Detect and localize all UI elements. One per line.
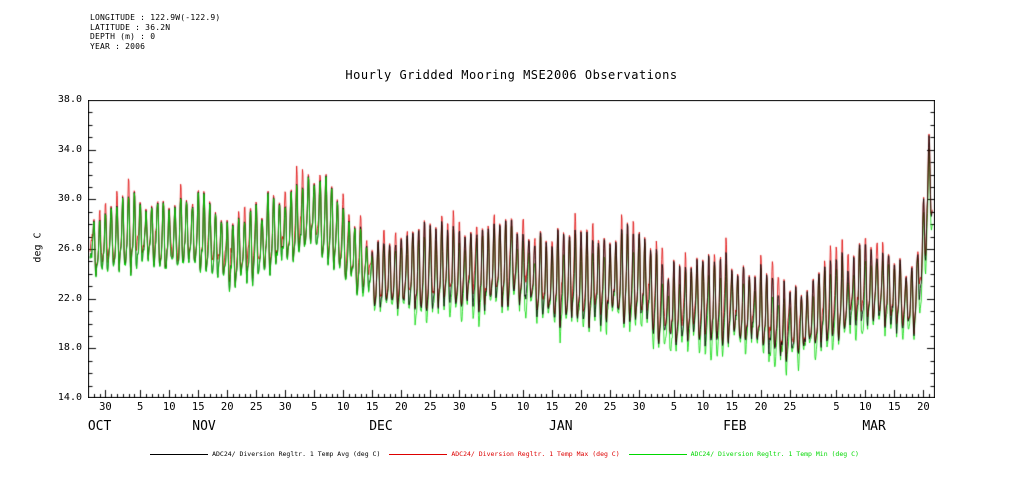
x-axis-month-label: OCT <box>87 419 112 434</box>
x-axis-tick-label: 20 <box>220 401 234 413</box>
x-axis-tick-label: 30 <box>632 401 646 413</box>
legend-line-swatch <box>150 453 209 455</box>
x-axis-tick-label: 5 <box>833 401 840 413</box>
x-axis-tick-label: 10 <box>336 401 350 413</box>
x-axis-tick-label: 15 <box>725 401 739 413</box>
x-axis-tick-label: 10 <box>516 401 530 413</box>
legend-item-min: ADC24/ Diversion Regltr. 1 Temp Min (deg… <box>628 450 859 458</box>
x-axis-tick-label: 25 <box>783 401 797 413</box>
x-axis-tick-label: 5 <box>311 401 318 413</box>
x-axis-tick-label: 5 <box>490 401 498 413</box>
y-axis-tick-label: 38.0 <box>57 94 82 105</box>
x-axis-month-label: MAR <box>862 419 886 434</box>
x-axis-tick-label: 25 <box>603 401 617 413</box>
legend: ADC24/ Diversion Regltr. 1 Temp Avg (deg… <box>0 450 1009 458</box>
x-axis-tick-label: 5 <box>137 401 144 413</box>
x-axis-month-label: JAN <box>549 419 573 434</box>
metadata-line: DEPTH (m) : 0 <box>90 32 156 41</box>
legend-line-swatch <box>628 453 687 455</box>
legend-item-avg: ADC24/ Diversion Regltr. 1 Temp Avg (deg… <box>150 450 380 458</box>
x-axis-tick-label: 10 <box>162 401 176 413</box>
x-axis-tick-label: 20 <box>574 401 588 413</box>
legend-label: ADC24/ Diversion Regltr. 1 Temp Max (deg… <box>451 450 620 458</box>
metadata-line: LONGITUDE : 122.9W(-122.9) <box>90 13 221 22</box>
x-axis-tick-label: 20 <box>917 401 930 413</box>
x-axis-tick-label: 30 <box>278 401 292 413</box>
y-axis-tick-label: 34.0 <box>57 143 82 155</box>
y-axis-tick-label: 22.0 <box>57 292 82 304</box>
plot-area <box>88 100 935 398</box>
x-axis-tick-label: 20 <box>394 401 408 413</box>
y-axis-tick-label: 26.0 <box>57 243 82 254</box>
legend-item-max: ADC24/ Diversion Regltr. 1 Temp Max (deg… <box>389 450 620 458</box>
metadata-block: LONGITUDE : 122.9W(-122.9) LATITUDE : 36.… <box>90 13 220 51</box>
x-axis-tick-label: 25 <box>249 401 263 413</box>
x-axis-tick-label: 15 <box>365 401 379 413</box>
x-axis-tick-label: 20 <box>754 401 768 413</box>
x-axis-tick-label: 10 <box>859 401 872 413</box>
legend-label: ADC24/ Diversion Regltr. 1 Temp Min (deg… <box>690 450 859 458</box>
legend-label: ADC24/ Diversion Regltr. 1 Temp Avg (deg… <box>212 450 381 458</box>
x-axis-tick-label: 25 <box>423 401 437 413</box>
chart-title: Hourly Gridded Mooring MSE2006 Observati… <box>345 68 678 82</box>
x-axis-tick-label: 15 <box>888 401 901 413</box>
x-axis-tick-label: 15 <box>545 401 559 413</box>
x-axis-tick-label: 5 <box>670 401 678 413</box>
x-axis-month-label: DEC <box>369 419 393 434</box>
x-axis-month-label: NOV <box>192 419 216 434</box>
y-axis-tick-label: 14.0 <box>57 392 82 403</box>
metadata-line: LATITUDE : 36.2N <box>90 22 171 32</box>
legend-line-swatch <box>389 453 448 455</box>
x-axis-tick-label: 15 <box>191 401 205 413</box>
x-axis-tick-label: 30 <box>99 401 112 413</box>
x-axis-tick-label: 30 <box>452 401 466 413</box>
y-axis-tick-label: 18.0 <box>57 342 82 354</box>
x-axis-month-label: FEB <box>723 419 747 434</box>
metadata-line: YEAR : 2006 <box>90 41 146 51</box>
x-axis-tick-label: 10 <box>696 401 710 413</box>
y-axis-tick-label: 30.0 <box>57 193 82 205</box>
